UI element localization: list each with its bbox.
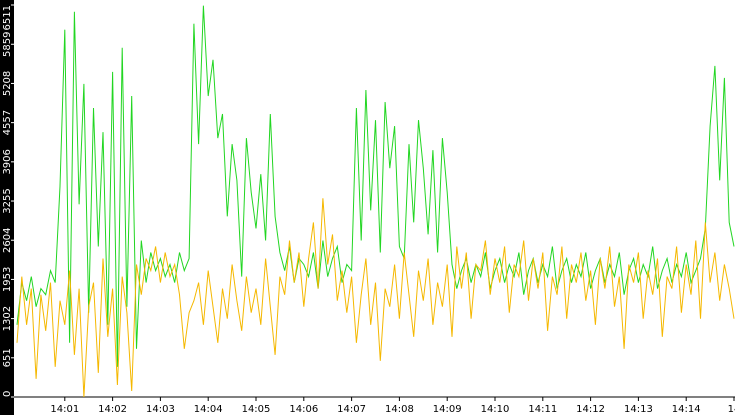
y-tick-label: 5208 <box>2 71 13 96</box>
y-tick-label: 1953 <box>2 267 13 292</box>
y-tick-label: 3255 <box>2 188 13 213</box>
y-tick-label: 2604 <box>2 227 13 252</box>
y-tick-label: 3906 <box>2 149 13 174</box>
y-tick-label: 1302 <box>2 306 13 331</box>
y-tick-label: 651 <box>2 348 13 367</box>
y-tick-label: 4557 <box>2 110 13 135</box>
x-tick-label: 14:08 <box>385 404 414 415</box>
y-tick-label: 6511 <box>2 5 13 30</box>
x-tick-label: 14 <box>728 404 735 415</box>
y-tick-label: 5859 <box>2 32 13 57</box>
x-tick-label: 14:14 <box>672 404 701 415</box>
series-line <box>16 5 735 367</box>
x-tick-label: 14:01 <box>50 404 79 415</box>
x-tick-label: 14:11 <box>528 404 557 415</box>
y-axis-band <box>0 0 14 415</box>
x-tick-label: 14:06 <box>289 404 318 415</box>
x-tick-label: 14:07 <box>337 404 366 415</box>
x-tick-label: 14:10 <box>481 404 510 415</box>
x-tick-label: 14:09 <box>433 404 462 415</box>
x-tick-label: 14:05 <box>242 404 271 415</box>
x-tick-label: 14:13 <box>624 404 653 415</box>
x-tick-label: 14:02 <box>98 404 127 415</box>
y-tick-label: 0 <box>2 391 13 397</box>
x-tick-label: 14:12 <box>576 404 605 415</box>
x-tick-label: 14:04 <box>194 404 223 415</box>
x-tick-label: 14:03 <box>146 404 175 415</box>
series-line <box>16 198 735 398</box>
